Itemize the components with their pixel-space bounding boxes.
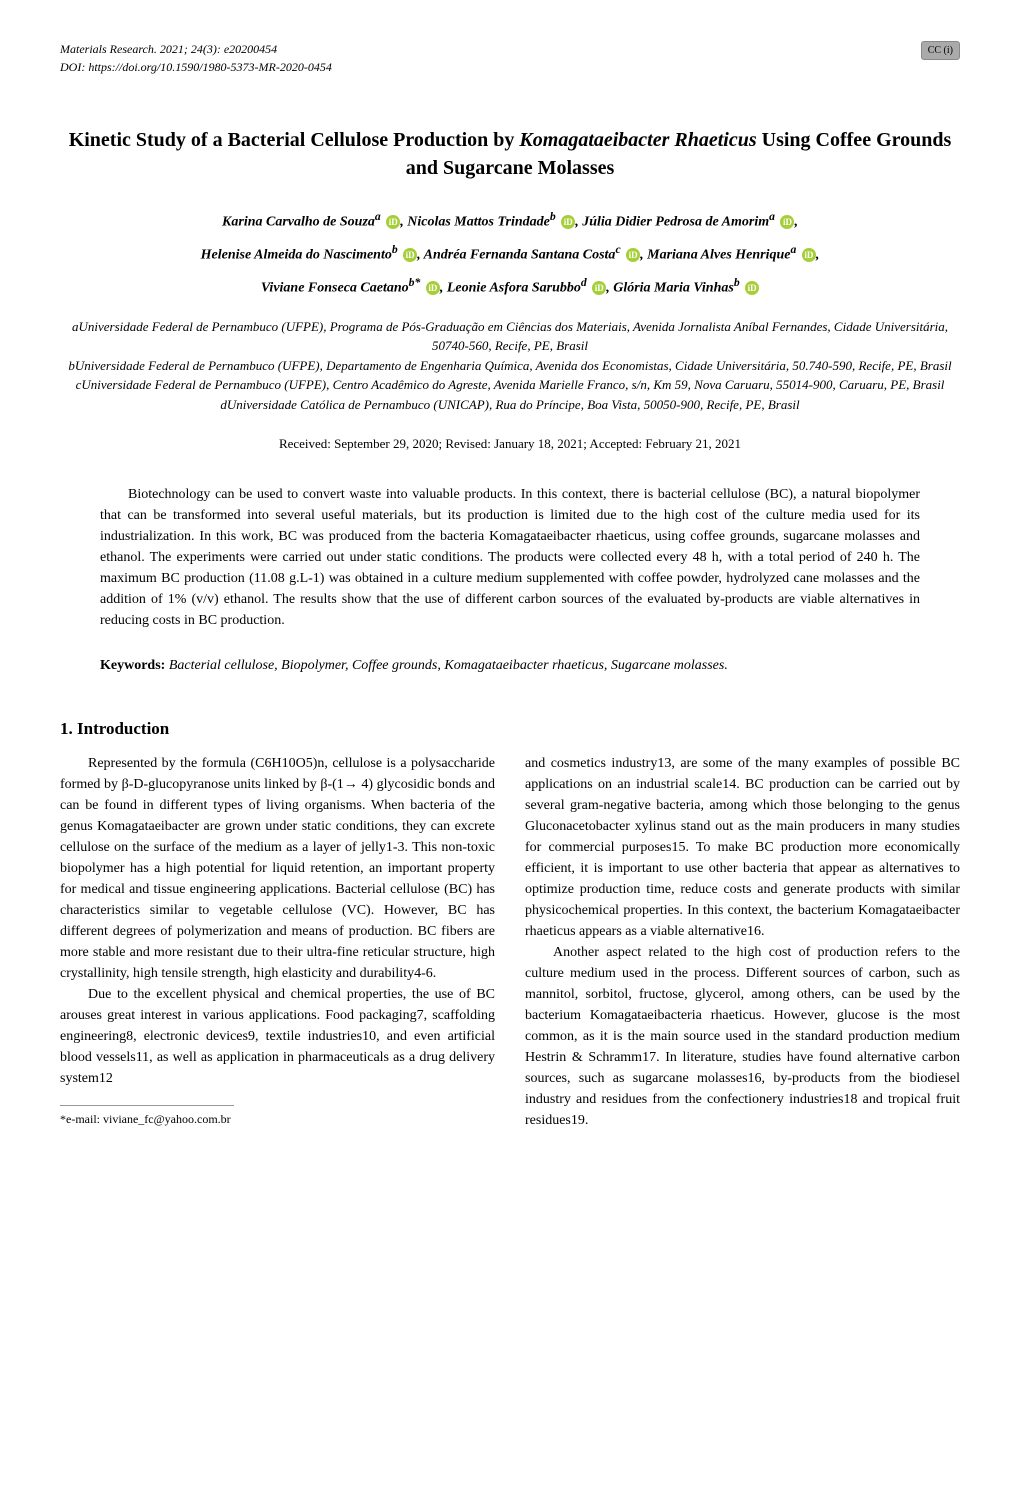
abstract-block: Biotechnology can be used to convert was… [100,484,920,631]
abstract-text: Biotechnology can be used to convert was… [100,484,920,631]
body-columns: Represented by the formula (C6H10O5)n, c… [60,753,960,1131]
corresponding-email-footnote: *e-mail: viviane_fc@yahoo.com.br [60,1105,234,1128]
affiliation-d: dUniversidade Católica de Pernambuco (UN… [60,395,960,415]
orcid-icon[interactable]: iD [626,248,640,262]
orcid-icon[interactable]: iD [426,281,440,295]
intro-paragraph-1: Represented by the formula (C6H10O5)n, c… [60,753,495,984]
orcid-icon[interactable]: iD [802,248,816,262]
orcid-icon[interactable]: iD [745,281,759,295]
submission-dates: Received: September 29, 2020; Revised: J… [60,434,960,454]
orcid-icon[interactable]: iD [403,248,417,262]
affiliation-c: cUniversidade Federal de Pernambuco (UFP… [60,375,960,395]
keywords-text: Bacterial cellulose, Biopolymer, Coffee … [165,658,728,673]
author-list-line-2: Helenise Almeida do Nascimentob iD, Andr… [60,239,960,268]
keywords-label: Keywords: [100,658,165,673]
affiliation-a: aUniversidade Federal de Pernambuco (UFP… [60,317,960,356]
author-list-line-3: Viviane Fonseca Caetanob* iD, Leonie Asf… [60,272,960,301]
journal-citation: Materials Research. 2021; 24(3): e202004… [60,40,332,58]
orcid-icon[interactable]: iD [386,215,400,229]
section-1-heading: 1. Introduction [60,716,960,742]
intro-paragraph-3: and cosmetics industry13, are some of th… [525,753,960,942]
orcid-icon[interactable]: iD [561,215,575,229]
affiliations-block: aUniversidade Federal de Pernambuco (UFP… [60,317,960,415]
cc-license-icon: CC (i) [921,41,960,60]
orcid-icon[interactable]: iD [780,215,794,229]
paper-title: Kinetic Study of a Bacterial Cellulose P… [60,126,960,182]
author-list-line-1: Karina Carvalho de Souzaa iD, Nicolas Ma… [60,206,960,235]
keywords-block: Keywords: Bacterial cellulose, Biopolyme… [100,655,920,676]
affiliation-b: bUniversidade Federal de Pernambuco (UFP… [60,356,960,376]
intro-paragraph-2: Due to the excellent physical and chemic… [60,984,495,1089]
intro-paragraph-4: Another aspect related to the high cost … [525,942,960,1131]
orcid-icon[interactable]: iD [592,281,606,295]
doi-link[interactable]: DOI: https://doi.org/10.1590/1980-5373-M… [60,58,332,76]
